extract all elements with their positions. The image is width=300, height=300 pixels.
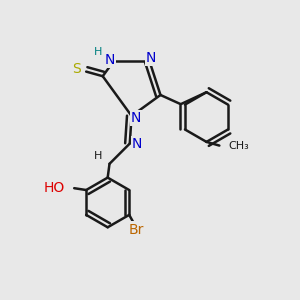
Text: H: H bbox=[94, 47, 102, 57]
Text: N: N bbox=[131, 111, 141, 125]
Text: Br: Br bbox=[129, 223, 144, 237]
Text: CH₃: CH₃ bbox=[229, 141, 249, 151]
Text: S: S bbox=[73, 62, 81, 76]
Text: N: N bbox=[146, 51, 157, 65]
Text: HO: HO bbox=[44, 181, 65, 195]
Text: N: N bbox=[132, 137, 142, 152]
Text: N: N bbox=[105, 53, 115, 67]
Text: H: H bbox=[94, 152, 103, 161]
